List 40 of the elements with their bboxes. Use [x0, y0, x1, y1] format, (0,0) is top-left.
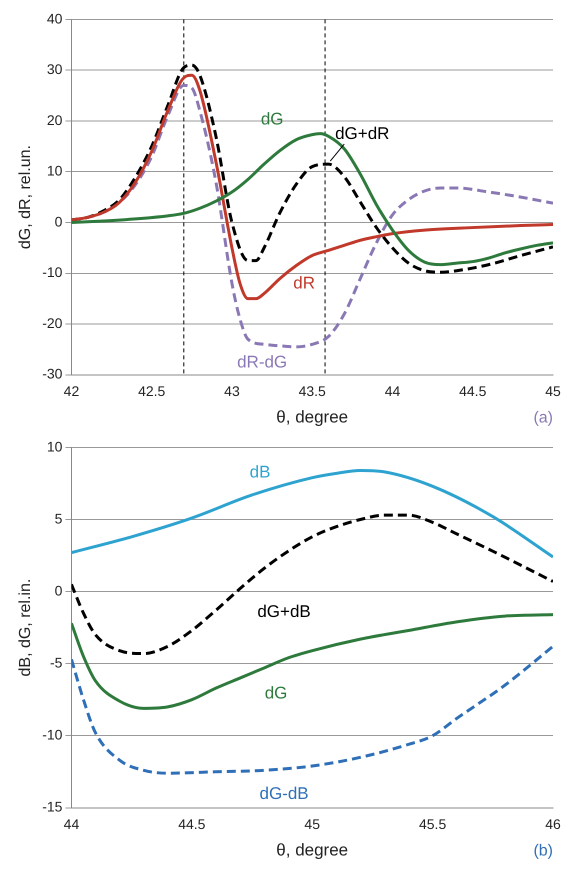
y-tick-label: 0: [54, 213, 63, 230]
text: (a): [533, 409, 553, 426]
series-label: dG: [264, 684, 288, 703]
x-axis-title: θ, degree: [276, 407, 348, 426]
x-tick-label: 45: [304, 816, 320, 832]
x-tick-label: 44: [384, 383, 400, 400]
series-label: dR-dG: [237, 352, 288, 372]
y-tick-label: -30: [42, 366, 63, 382]
x-tick-label: 46: [545, 816, 561, 832]
y-axis-title: dB, dG, rel.in.: [17, 578, 34, 677]
y-tick-label: -10: [42, 726, 63, 743]
series-label: dB: [250, 462, 270, 482]
y-tick-label: 10: [46, 162, 63, 179]
y-tick-label: 5: [54, 510, 63, 526]
y-tick-label: -5: [50, 654, 63, 670]
series-label: dR: [293, 273, 316, 292]
series-label: dG-dB: [259, 784, 309, 804]
x-tick-label: 44: [64, 816, 80, 832]
text: (b): [533, 842, 553, 860]
y-tick-label: -15: [42, 798, 63, 815]
x-tick-label: 45.5: [418, 816, 446, 832]
x-tick-label: 44.5: [459, 383, 487, 400]
y-axis-title: dG, dR, rel.un.: [17, 145, 34, 250]
x-tick-label: 43: [224, 383, 240, 400]
y-tick-label: 40: [46, 10, 63, 26]
series-label: dG: [260, 109, 284, 128]
y-tick-label: 10: [46, 438, 63, 454]
x-axis-title: θ, degree: [276, 840, 348, 860]
x-tick-label: 44.5: [178, 816, 206, 832]
y-tick-label: -20: [42, 314, 63, 331]
x-tick-label: 43.5: [298, 383, 326, 400]
y-tick-label: 30: [46, 61, 63, 78]
x-tick-label: 45: [545, 383, 561, 400]
x-tick-label: 42: [64, 383, 80, 400]
x-tick-label: 42.5: [138, 383, 166, 400]
y-tick-label: -10: [42, 264, 63, 280]
series-label: dG+dR: [335, 124, 390, 143]
y-tick-label: 20: [46, 112, 63, 128]
y-tick-label: 0: [54, 582, 63, 598]
series-label: dG+dB: [257, 602, 311, 622]
